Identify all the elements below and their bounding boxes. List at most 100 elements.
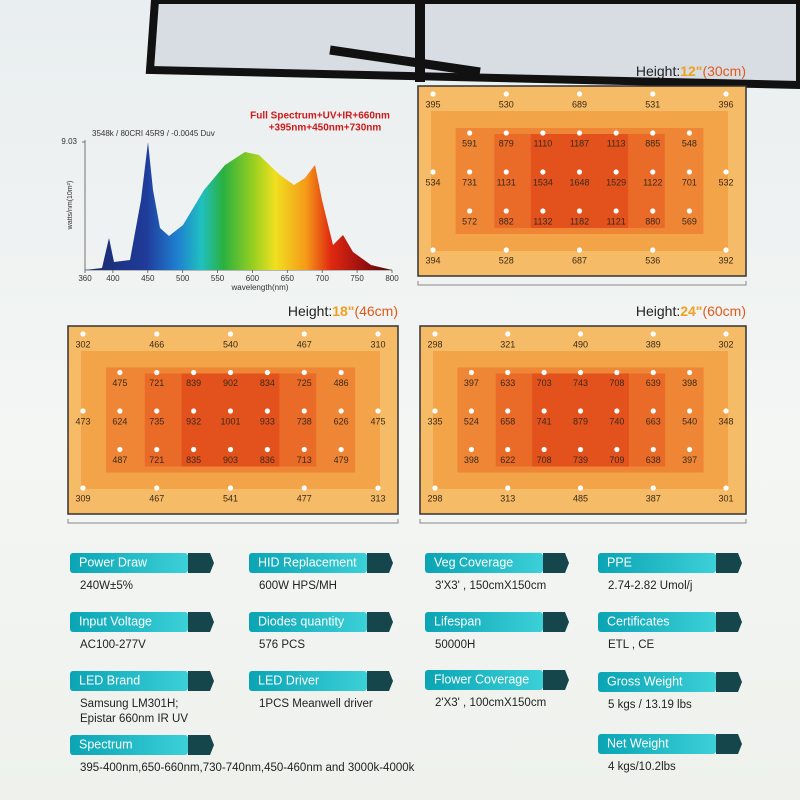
spec-pill	[425, 612, 543, 632]
spec-pill	[70, 671, 188, 691]
measure-dot	[191, 446, 197, 453]
spec-value: AC100-277V	[80, 639, 146, 651]
measure-dot	[154, 331, 160, 337]
par-value: 397	[464, 378, 479, 388]
spec-value: 3'X3' , 150cmX150cm	[435, 580, 546, 592]
measure-dot	[301, 446, 307, 453]
par-value: 701	[682, 177, 697, 187]
par-value: 1182	[570, 216, 589, 226]
par-value: 389	[646, 339, 661, 349]
measure-dot	[687, 369, 693, 376]
spec-item: Spectrum 395-400nm,650-660nm,730-740nm,45…	[70, 735, 415, 774]
spec-value: 50000H	[435, 639, 475, 651]
par-value: 531	[645, 99, 660, 109]
spec-label: Power Draw	[79, 555, 148, 569]
measure-dot	[576, 169, 583, 175]
y-axis-label: watts/nm(10m²)	[67, 181, 74, 231]
spec-pill	[598, 553, 716, 573]
par-value: 310	[370, 339, 385, 349]
spec-item: Net Weight 4 kgs/10.2lbs	[598, 734, 742, 773]
spec-chevron	[716, 612, 742, 632]
spec-value: 2'X3' , 100cmX150cm	[435, 697, 546, 709]
par-value: 709	[609, 455, 624, 465]
measure-dot	[503, 169, 509, 175]
par-value: 703	[537, 378, 552, 388]
measure-dot	[227, 369, 234, 376]
par-value: 298	[427, 493, 442, 503]
spec-value: 5 kgs / 13.19 lbs	[608, 699, 692, 711]
measure-dot	[686, 169, 692, 175]
par-value: 741	[537, 416, 552, 426]
spec-item: Lifespan 50000H	[425, 612, 569, 651]
height-metric: (30cm)	[702, 63, 746, 79]
spec-pill	[425, 670, 543, 690]
par-value: 1534	[533, 177, 553, 187]
par-value: 624	[112, 416, 127, 426]
measure-dot	[686, 130, 692, 136]
x-tick-label: 550	[211, 274, 225, 283]
measure-dot	[613, 208, 619, 214]
par-value: 708	[537, 455, 552, 465]
par-value: 398	[464, 455, 479, 465]
par-value: 1132	[533, 216, 552, 226]
measure-dot	[540, 208, 546, 214]
measure-dot	[467, 130, 473, 136]
measure-dot	[723, 485, 729, 491]
x-tick-label: 750	[350, 274, 364, 283]
measure-dot	[467, 169, 473, 175]
par-value: 902	[223, 378, 238, 388]
bracket	[417, 281, 747, 286]
measure-dot	[505, 446, 511, 453]
x-tick-label: 500	[176, 274, 190, 283]
measure-dot	[338, 369, 344, 376]
spec-label: Input Voltage	[79, 614, 152, 628]
y-tick-label: 9.03	[61, 137, 77, 146]
measure-dot	[614, 408, 620, 414]
par-value: 302	[75, 339, 90, 349]
par-value: 903	[223, 455, 238, 465]
par-value: 1113	[607, 138, 626, 148]
spec-label: HID Replacement	[258, 555, 357, 569]
par-value: 569	[682, 216, 697, 226]
par-value: 541	[223, 493, 238, 503]
spec-chevron	[543, 553, 569, 573]
par-value: 1001	[220, 416, 240, 426]
spec-value: 395-400nm,650-660nm,730-740nm,450-460nm …	[80, 762, 415, 774]
height-prefix: Height:	[288, 303, 332, 319]
measure-dot	[264, 408, 270, 414]
par-value: 490	[573, 339, 588, 349]
par-value: 739	[573, 455, 588, 465]
par-value: 721	[149, 455, 164, 465]
measure-dot	[432, 408, 438, 414]
measure-dot	[576, 130, 583, 136]
measure-dot	[191, 408, 197, 414]
par-value: 302	[718, 339, 733, 349]
measure-dot	[650, 485, 656, 491]
measure-dot	[154, 369, 160, 376]
x-tick-label: 360	[78, 274, 92, 283]
spec-pill	[249, 553, 367, 573]
measure-dot	[432, 331, 438, 337]
spec-label: Spectrum	[79, 737, 133, 751]
spectrum-title: 3548k / 80CRI 45R9 / -0.0045 Duv	[92, 129, 215, 138]
spec-chevron	[716, 553, 742, 573]
par-value: 335	[427, 416, 442, 426]
spectrum-chart: 3548k / 80CRI 45R9 / -0.0045 Duv Full Sp…	[61, 111, 399, 292]
height-label: Height:18"(46cm)	[288, 303, 398, 319]
par-value: 835	[186, 455, 201, 465]
measure-dot	[375, 408, 381, 414]
measure-dot	[191, 369, 197, 376]
x-tick-label: 450	[141, 274, 155, 283]
measure-dot	[687, 446, 693, 453]
measure-dot	[614, 446, 620, 453]
spec-pill	[70, 553, 188, 573]
par-value: 479	[334, 455, 349, 465]
height-prefix: Height:	[636, 303, 680, 319]
measure-dot	[301, 485, 307, 491]
par-value: 633	[500, 378, 515, 388]
spec-pill	[249, 612, 367, 632]
par-value: 735	[149, 416, 164, 426]
spec-value: Samsung LM301H;	[80, 698, 178, 710]
spec-value: ETL , CE	[608, 639, 655, 651]
par-value: 321	[500, 339, 515, 349]
